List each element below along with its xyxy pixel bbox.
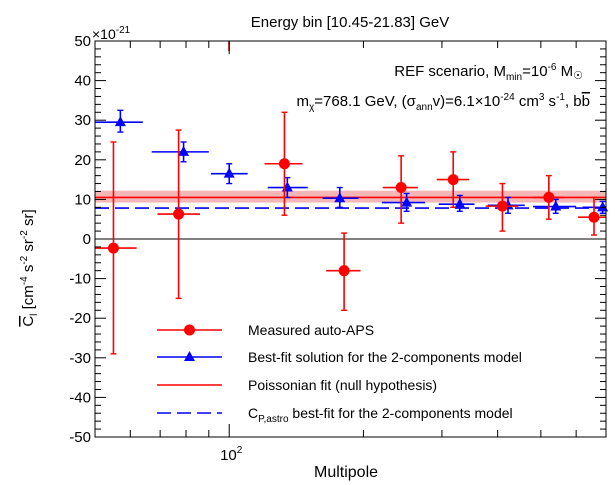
marker-circle <box>338 265 350 277</box>
x-tick-label-100: 102 <box>220 445 243 464</box>
best-fit-point <box>95 109 143 133</box>
chart-title: Energy bin [10.45-21.83] GeV <box>251 14 449 31</box>
marker-triangle <box>454 198 466 209</box>
best-fit-point <box>151 141 209 163</box>
measured-point <box>264 111 303 216</box>
y-tick-label: 30 <box>74 112 91 129</box>
annotation-scenario: REF scenario, Mmin=10-6 M☉ <box>394 62 583 83</box>
legend-measured-marker <box>184 324 195 336</box>
marker-triangle <box>334 192 346 203</box>
legend: Measured auto-APS Best-fit solution for … <box>157 322 522 425</box>
x-axis-label: Multipole <box>314 464 378 481</box>
measured-point <box>382 155 418 224</box>
measured-point <box>436 151 469 209</box>
marker-circle <box>588 211 600 223</box>
measured-point <box>485 182 519 232</box>
measured-point <box>578 196 606 236</box>
marker-triangle <box>550 200 562 211</box>
y-axis-label: Cl [cm-4 s-2 sr-2 sr] <box>19 209 40 326</box>
best-fit-point <box>322 186 359 209</box>
y-tick-label: -40 <box>69 389 91 406</box>
y-tick-label: -20 <box>69 310 91 327</box>
marker-triangle <box>114 116 126 127</box>
marker-triangle <box>178 145 190 156</box>
y-ticks: -50 -40 -30 -20 -10 0 10 20 30 40 50 <box>69 33 606 446</box>
y-tick-label: -30 <box>69 350 91 367</box>
marker-triangle <box>597 201 609 212</box>
measured-point <box>95 141 137 355</box>
svg-text:Cl [cm-4 s-2 sr-2 sr]: Cl [cm-4 s-2 sr-2 sr] <box>19 209 40 326</box>
measured-point <box>326 232 361 311</box>
y-tick-label: 10 <box>74 191 91 208</box>
y-tick-label: 20 <box>74 152 91 169</box>
measured-series <box>95 41 606 355</box>
legend-bestfit-label: Best-fit solution for the 2-components m… <box>248 349 522 365</box>
y-tick-label: 50 <box>74 33 91 50</box>
marker-circle <box>107 242 119 254</box>
marker-triangle <box>281 181 293 192</box>
y-tick-label: 0 <box>83 231 91 248</box>
legend-cp-astro-label: CP,astro best-fit for the 2-components m… <box>248 405 513 425</box>
legend-poissonian-label: Poissonian fit (null hypothesis) <box>248 377 437 393</box>
x-ticks <box>129 41 607 437</box>
best-fit-point <box>532 198 577 214</box>
best-fit-point <box>210 163 248 185</box>
marker-circle <box>173 208 185 220</box>
marker-triangle <box>223 167 235 178</box>
y-multiplier: ×10-21 <box>92 25 131 42</box>
measured-point <box>532 174 564 220</box>
annotation-parameters: mχ=768.1 GeV, (σannv)=6.1×10-24 cm3 s-1,… <box>297 92 591 113</box>
best-fit-point <box>381 192 426 212</box>
marker-circle <box>395 182 407 194</box>
marker-circle <box>447 174 459 186</box>
marker-circle <box>543 191 555 203</box>
best-fit-series <box>95 109 609 214</box>
y-tick-label: -50 <box>69 429 91 446</box>
marker-triangle <box>401 196 413 207</box>
measured-point <box>157 129 201 300</box>
y-tick-label: 40 <box>74 73 91 90</box>
marker-circle <box>278 158 290 170</box>
legend-bestfit-marker <box>184 351 195 361</box>
y-tick-label: -10 <box>69 271 91 288</box>
marker-circle <box>496 200 508 212</box>
legend-measured-label: Measured auto-APS <box>248 322 374 338</box>
best-fit-point <box>438 194 475 212</box>
